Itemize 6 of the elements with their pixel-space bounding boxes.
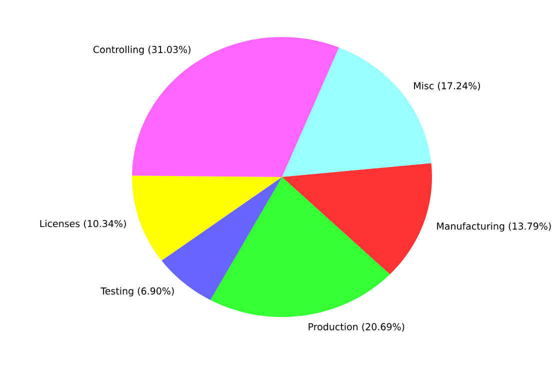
slice-label: Production (20.69%) [308,323,404,332]
slice-label: Misc (17.24%) [414,82,480,90]
slice-label: Manufacturing (13.79%) [437,222,551,232]
slice-label: Licenses (10.34%) [40,220,126,228]
slice-label: Testing (6.90%) [100,287,174,296]
slice-label: Controlling (31.03%) [93,46,190,55]
